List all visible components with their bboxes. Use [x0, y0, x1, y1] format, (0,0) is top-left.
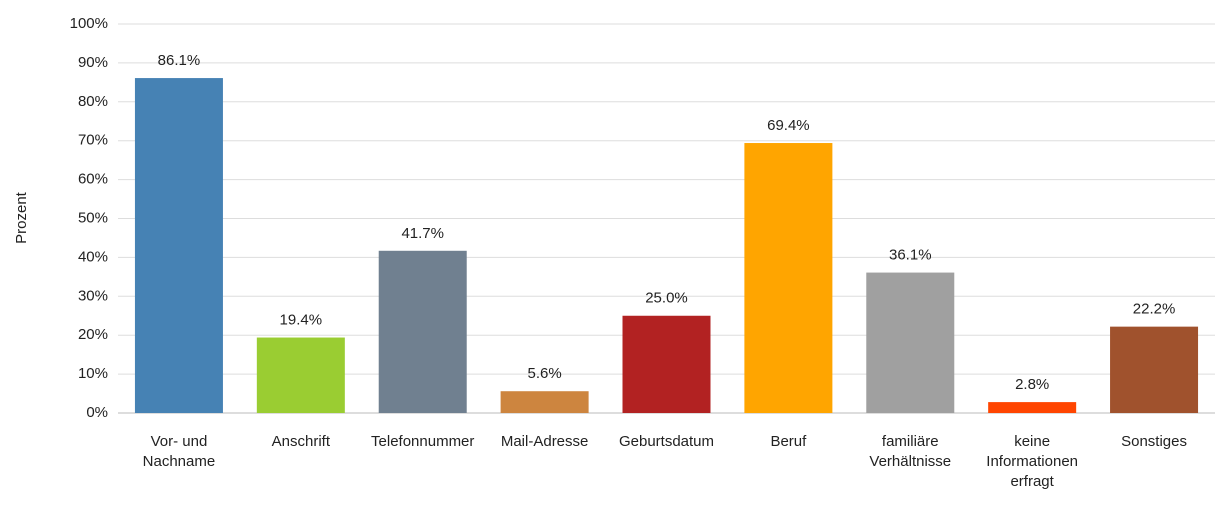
y-tick-label: 100% [70, 15, 108, 32]
data-label: 41.7% [401, 225, 444, 242]
bar [1110, 326, 1199, 413]
data-label: 69.4% [767, 117, 810, 134]
x-tick-label: familiäre Verhältnisse [869, 433, 952, 470]
data-label: 19.4% [280, 312, 323, 329]
y-tick-label: 60% [78, 171, 108, 188]
data-label: 36.1% [889, 247, 932, 264]
y-tick-label: 80% [78, 93, 108, 110]
bar [744, 143, 833, 413]
bar [866, 272, 955, 413]
data-label: 86.1% [158, 52, 201, 69]
x-tick-label: keine Informationen erfragt [986, 433, 1079, 490]
y-tick-label: 40% [78, 248, 108, 265]
x-tick-label: Telefonnummer [371, 433, 475, 450]
y-tick-label: 0% [86, 404, 108, 421]
y-tick-label: 10% [78, 365, 108, 382]
x-tick-label: Sonstiges [1121, 433, 1187, 450]
x-tick-label: Vor- und Nachname [142, 433, 216, 470]
bar [988, 402, 1077, 413]
data-label: 5.6% [528, 365, 562, 382]
data-label: 22.2% [1133, 301, 1176, 318]
x-tick-label: Mail-Adresse [500, 433, 589, 450]
x-tick-label: Geburtsdatum [618, 433, 715, 450]
x-tick-label: Anschrift [271, 433, 330, 450]
data-label: 25.0% [645, 290, 688, 307]
bar [378, 250, 467, 413]
data-label: 2.8% [1015, 376, 1049, 393]
y-tick-label: 50% [78, 209, 108, 226]
y-tick-label: 30% [78, 287, 108, 304]
bar [622, 315, 711, 413]
y-tick-label: 90% [78, 54, 108, 71]
bar [256, 337, 345, 413]
bar [500, 391, 589, 413]
y-tick-label: 20% [78, 326, 108, 343]
y-tick-label: 70% [78, 132, 108, 149]
y-axis-label: Prozent [13, 191, 30, 244]
bar [134, 78, 223, 414]
x-tick-label: Beruf [770, 433, 807, 450]
